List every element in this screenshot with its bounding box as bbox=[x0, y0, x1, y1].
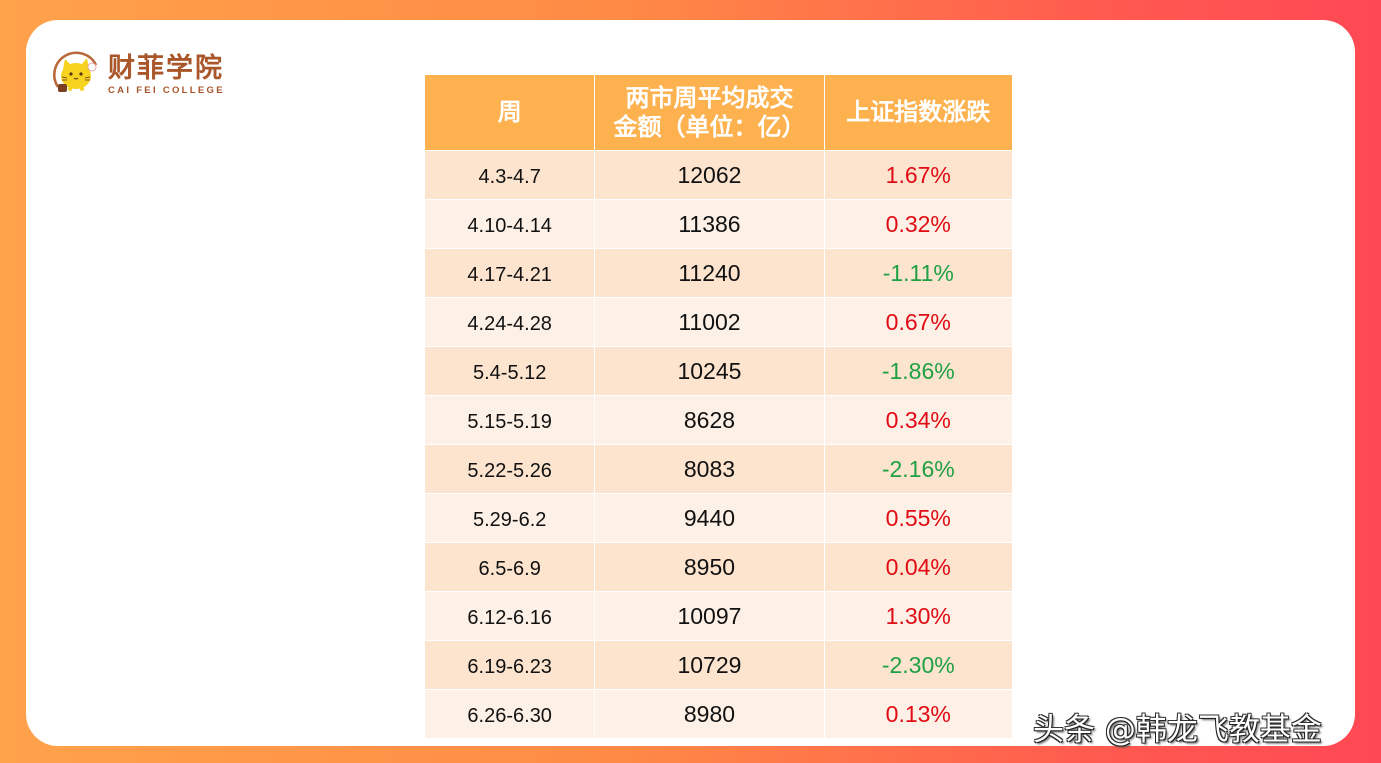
table-header-row: 周 两市周平均成交 金额（单位：亿） 上证指数涨跌 bbox=[425, 75, 1012, 151]
change-cell: 0.55% bbox=[824, 493, 1012, 543]
volume-cell: 8628 bbox=[594, 395, 825, 445]
volume-cell: 8980 bbox=[594, 689, 825, 739]
change-cell: 1.30% bbox=[824, 591, 1012, 641]
table-row: 4.17-4.21 11240 -1.11% bbox=[425, 248, 1012, 298]
logo-name-en: CAI FEI COLLEGE bbox=[108, 85, 225, 96]
week-cell: 5.15-5.19 bbox=[425, 395, 596, 445]
header-week: 周 bbox=[425, 75, 596, 151]
week-cell: 5.29-6.2 bbox=[425, 493, 596, 543]
table-row: 6.12-6.16 10097 1.30% bbox=[425, 591, 1012, 641]
week-cell: 4.24-4.28 bbox=[425, 297, 596, 347]
change-cell: 1.67% bbox=[824, 150, 1012, 200]
change-cell: 0.04% bbox=[824, 542, 1012, 592]
header-avg-volume-line2: 金额（单位：亿） bbox=[613, 112, 806, 141]
table-row: 4.10-4.14 11386 0.32% bbox=[425, 199, 1012, 249]
volume-cell: 11386 bbox=[594, 199, 825, 249]
change-cell: 0.67% bbox=[824, 297, 1012, 347]
volume-cell: 9440 bbox=[594, 493, 825, 543]
week-cell: 4.10-4.14 bbox=[425, 199, 596, 249]
change-cell: -2.30% bbox=[824, 640, 1012, 690]
change-cell: 0.13% bbox=[824, 689, 1012, 739]
change-cell: 0.32% bbox=[824, 199, 1012, 249]
week-cell: 6.26-6.30 bbox=[425, 689, 596, 739]
table-row: 5.29-6.2 9440 0.55% bbox=[425, 493, 1012, 543]
table-row: 5.15-5.19 8628 0.34% bbox=[425, 395, 1012, 445]
week-cell: 5.22-5.26 bbox=[425, 444, 596, 494]
table-row: 6.19-6.23 10729 -2.30% bbox=[425, 640, 1012, 690]
volume-cell: 11240 bbox=[594, 248, 825, 298]
week-cell: 6.19-6.23 bbox=[425, 640, 596, 690]
header-avg-volume-line1: 两市周平均成交 bbox=[625, 83, 794, 112]
volume-cell: 10097 bbox=[594, 591, 825, 641]
change-cell: -1.86% bbox=[824, 346, 1012, 396]
volume-cell: 12062 bbox=[594, 150, 825, 200]
table-row: 6.26-6.30 8980 0.13% bbox=[425, 689, 1012, 739]
change-cell: 0.34% bbox=[824, 395, 1012, 445]
volume-cell: 10245 bbox=[594, 346, 825, 396]
watermark: 头条 @韩龙飞教基金 bbox=[1033, 712, 1322, 748]
volume-cell: 8083 bbox=[594, 444, 825, 494]
volume-cell: 8950 bbox=[594, 542, 825, 592]
volume-cell: 10729 bbox=[594, 640, 825, 690]
table-row: 5.22-5.26 8083 -2.16% bbox=[425, 444, 1012, 494]
header-index-change: 上证指数涨跌 bbox=[824, 75, 1012, 151]
week-cell: 5.4-5.12 bbox=[425, 346, 596, 396]
table-row: 6.5-6.9 8950 0.04% bbox=[425, 542, 1012, 592]
change-cell: -2.16% bbox=[824, 444, 1012, 494]
week-cell: 4.17-4.21 bbox=[425, 248, 596, 298]
table-row: 4.24-4.28 11002 0.67% bbox=[425, 297, 1012, 347]
header-avg-volume: 两市周平均成交 金额（单位：亿） bbox=[594, 75, 825, 151]
logo-name-cn: 财菲学院 bbox=[108, 53, 224, 84]
change-cell: -1.11% bbox=[824, 248, 1012, 298]
week-cell: 6.12-6.16 bbox=[425, 591, 596, 641]
table-row: 5.4-5.12 10245 -1.86% bbox=[425, 346, 1012, 396]
cat-mascot-icon bbox=[50, 47, 102, 104]
volume-cell: 11002 bbox=[594, 297, 825, 347]
table-row: 4.3-4.7 12062 1.67% bbox=[425, 150, 1012, 200]
brand-logo: 财菲学院 CAI FEI COLLEGE bbox=[50, 47, 225, 104]
weekly-volume-table: 周 两市周平均成交 金额（单位：亿） 上证指数涨跌 4.3-4.7 12062 1.… bbox=[425, 75, 1012, 739]
week-cell: 4.3-4.7 bbox=[425, 150, 596, 200]
week-cell: 6.5-6.9 bbox=[425, 542, 596, 592]
